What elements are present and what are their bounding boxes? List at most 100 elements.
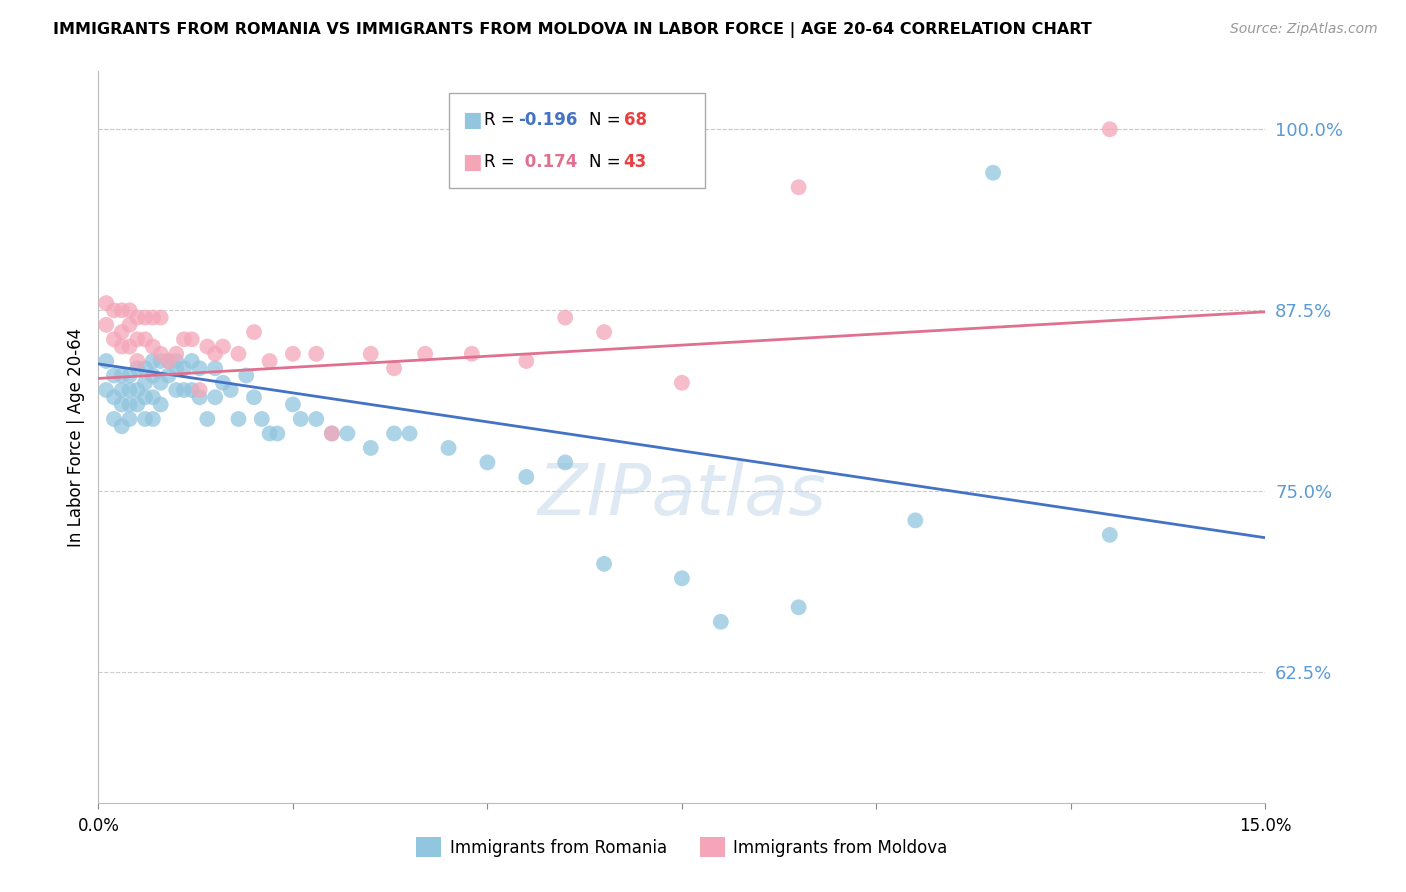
Point bbox=[142, 310, 165, 325]
Point bbox=[188, 383, 211, 397]
Point bbox=[149, 347, 172, 361]
Point bbox=[219, 383, 242, 397]
Text: ■: ■ bbox=[463, 152, 482, 172]
Point bbox=[204, 390, 226, 404]
Point bbox=[157, 368, 180, 383]
Point bbox=[787, 600, 810, 615]
Text: IMMIGRANTS FROM ROMANIA VS IMMIGRANTS FROM MOLDOVA IN LABOR FORCE | AGE 20-64 CO: IMMIGRANTS FROM ROMANIA VS IMMIGRANTS FR… bbox=[53, 22, 1092, 38]
Point bbox=[165, 383, 187, 397]
Y-axis label: In Labor Force | Age 20-64: In Labor Force | Age 20-64 bbox=[66, 327, 84, 547]
Point bbox=[149, 310, 172, 325]
Point bbox=[96, 354, 118, 368]
Point bbox=[981, 166, 1004, 180]
Point bbox=[180, 354, 202, 368]
Point bbox=[554, 310, 576, 325]
Point bbox=[398, 426, 420, 441]
Point bbox=[204, 361, 226, 376]
Point bbox=[593, 325, 616, 339]
Point bbox=[336, 426, 359, 441]
Point bbox=[437, 441, 460, 455]
Point bbox=[134, 332, 156, 346]
Point bbox=[281, 347, 304, 361]
Text: Source: ZipAtlas.com: Source: ZipAtlas.com bbox=[1230, 22, 1378, 37]
Point bbox=[250, 412, 273, 426]
Point bbox=[111, 303, 134, 318]
Text: R =: R = bbox=[484, 153, 520, 170]
Point bbox=[188, 361, 211, 376]
Point bbox=[173, 361, 195, 376]
Point bbox=[142, 368, 165, 383]
Point bbox=[290, 412, 312, 426]
Point bbox=[111, 340, 134, 354]
Point bbox=[103, 412, 125, 426]
Point bbox=[111, 368, 134, 383]
Point bbox=[188, 390, 211, 404]
Point bbox=[515, 470, 537, 484]
Point bbox=[243, 325, 266, 339]
Point bbox=[96, 318, 118, 332]
Point bbox=[305, 412, 328, 426]
Point bbox=[118, 383, 141, 397]
Point bbox=[157, 354, 180, 368]
Point bbox=[195, 340, 218, 354]
Point bbox=[165, 354, 187, 368]
Text: 0.174: 0.174 bbox=[519, 153, 576, 170]
Text: ZIPatlas: ZIPatlas bbox=[537, 461, 827, 530]
Point bbox=[515, 354, 537, 368]
Point bbox=[103, 303, 125, 318]
Point bbox=[111, 325, 134, 339]
Point bbox=[103, 390, 125, 404]
Point bbox=[173, 332, 195, 346]
Text: 43: 43 bbox=[623, 153, 647, 170]
Point bbox=[710, 615, 733, 629]
Point bbox=[204, 347, 226, 361]
Point bbox=[134, 390, 156, 404]
Point bbox=[142, 340, 165, 354]
Point bbox=[96, 296, 118, 310]
Point bbox=[134, 310, 156, 325]
Point bbox=[134, 361, 156, 376]
Point bbox=[118, 318, 141, 332]
Text: R =: R = bbox=[484, 111, 520, 129]
Point bbox=[149, 354, 172, 368]
Point bbox=[142, 390, 165, 404]
Point bbox=[321, 426, 343, 441]
Point bbox=[360, 347, 382, 361]
Point bbox=[243, 390, 266, 404]
Point bbox=[382, 361, 405, 376]
Point bbox=[127, 332, 149, 346]
Point bbox=[157, 354, 180, 368]
Point bbox=[382, 426, 405, 441]
Point bbox=[118, 412, 141, 426]
Point bbox=[180, 383, 202, 397]
Point bbox=[96, 383, 118, 397]
Point bbox=[228, 347, 250, 361]
Text: ■: ■ bbox=[463, 110, 482, 130]
Point bbox=[1098, 528, 1121, 542]
Point bbox=[259, 354, 281, 368]
Point bbox=[165, 361, 187, 376]
Point bbox=[111, 397, 134, 411]
Point bbox=[134, 412, 156, 426]
Point bbox=[321, 426, 343, 441]
Point bbox=[118, 303, 141, 318]
Point bbox=[281, 397, 304, 411]
Text: N =: N = bbox=[589, 153, 626, 170]
Point bbox=[212, 340, 235, 354]
Point bbox=[228, 412, 250, 426]
Point bbox=[266, 426, 288, 441]
Point bbox=[360, 441, 382, 455]
Point bbox=[593, 557, 616, 571]
Point bbox=[413, 347, 436, 361]
Point bbox=[305, 347, 328, 361]
Point bbox=[111, 419, 134, 434]
Point bbox=[259, 426, 281, 441]
Text: N =: N = bbox=[589, 111, 626, 129]
FancyBboxPatch shape bbox=[449, 94, 706, 188]
Point bbox=[671, 571, 693, 585]
Point bbox=[103, 332, 125, 346]
Point bbox=[554, 455, 576, 469]
Point bbox=[142, 354, 165, 368]
Point bbox=[149, 397, 172, 411]
Point bbox=[787, 180, 810, 194]
